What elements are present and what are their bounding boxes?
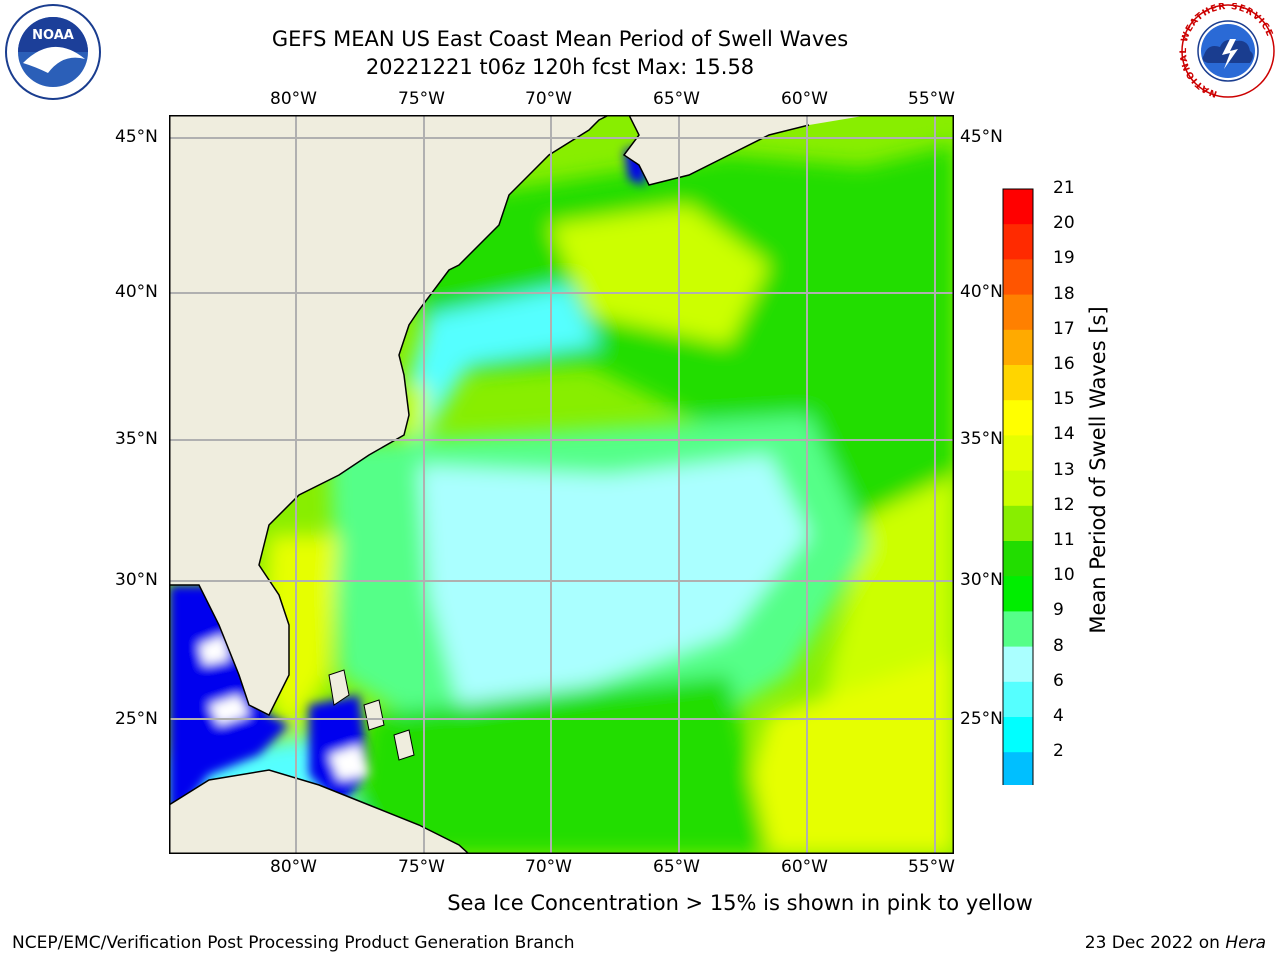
sea-ice-note: Sea Ice Concentration > 15% is shown in … [447,891,1033,915]
colorbar-tick-label: 4 [1053,706,1064,726]
lon-label-bottom: 75°W [398,857,445,877]
colorbar-segment [1003,646,1033,683]
colorbar-segment [1003,541,1033,577]
lon-label-top: 60°W [781,89,828,109]
colorbar-segment [1003,611,1033,648]
colorbar-segment [1003,224,1033,260]
colorbar-tick-label: 2 [1053,741,1064,762]
colorbar-segment [1003,470,1033,507]
lat-label-left: 25°N [115,709,158,729]
lon-label-bottom: 65°W [653,857,700,877]
colorbar-tick-label: 11 [1053,530,1075,550]
lat-label-left: 40°N [115,282,158,302]
colorbar-segment [1003,259,1033,296]
lon-label-top: 70°W [525,89,572,109]
lon-label-top: 55°W [908,89,955,109]
lon-label-bottom: 80°W [270,857,317,877]
lon-label-bottom: 60°W [781,857,828,877]
land-usa [169,115,609,715]
lat-label-left: 30°N [115,570,158,590]
footer-date: 23 Dec 2022 on Hera [1084,933,1266,953]
lon-label-top: 75°W [398,89,445,109]
colorbar-tick-label: 8 [1053,635,1064,656]
colorbar-tick-label: 19 [1053,248,1075,269]
colorbar-segment [1003,752,1033,785]
colorbar-segment [1003,681,1033,718]
colorbar-segment [1003,505,1033,542]
map-subtitle: 20221221 t06z 120h fcst Max: 15.58 [365,55,755,79]
colorbar-tick-label: 15 [1053,389,1075,410]
map-gridlines [169,115,954,854]
land-canada [624,115,954,185]
colorbar-tick-label: 20 [1053,213,1075,234]
lat-label-right: 40°N [960,282,1003,302]
colorbar-tick-label: 10 [1053,565,1075,586]
colorbar [1002,188,1034,785]
colorbar-tick-label: 13 [1053,459,1075,480]
lon-label-bottom: 70°W [525,857,572,877]
lat-label-right: 45°N [960,127,1003,147]
colorbar-segment [1003,189,1033,225]
colorbar-tick-label: 9 [1053,600,1064,621]
colorbar-tick-label: 12 [1053,494,1075,515]
colorbar-tick-label: 21 [1053,178,1075,198]
colorbar-tick-label: 6 [1053,670,1064,691]
map-title: GEFS MEAN US East Coast Mean Period of S… [271,27,849,51]
colorbar-segment [1003,294,1033,331]
colorbar-tick-label: 14 [1053,424,1075,445]
lon-label-top: 65°W [653,89,700,109]
noaa-logo-icon: NOAA [5,4,101,100]
colorbar-label: Mean Period of Swell Waves [s] [1086,306,1110,634]
lat-label-right: 25°N [960,709,1003,729]
noaa-logo-text: NOAA [32,28,74,43]
lat-label-right: 30°N [960,570,1003,590]
swell-contours [169,145,954,854]
colorbar-segment [1003,365,1033,401]
footer-credit: NCEP/EMC/Verification Post Processing Pr… [12,933,575,953]
colorbar-segment [1003,400,1033,436]
lon-label-bottom: 55°W [908,857,955,877]
nws-logo-icon: NATIONAL WEATHER SERVICE [1179,3,1275,98]
colorbar-segment [1003,717,1033,753]
lat-label-left: 45°N [115,127,158,147]
colorbar-tick-label: 17 [1053,318,1075,339]
lat-label-right: 35°N [960,429,1003,449]
colorbar-tick-label: 16 [1053,354,1075,374]
lon-label-top: 80°W [270,89,317,109]
colorbar-segment [1003,329,1033,366]
land-cuba [169,770,469,854]
colorbar-segment [1003,576,1033,612]
colorbar-tick-label: 18 [1053,283,1075,304]
swell-period-map [169,115,954,854]
footer-machine: Hera [1225,933,1266,953]
colorbar-segment [1003,435,1033,472]
lat-label-left: 35°N [115,429,158,449]
